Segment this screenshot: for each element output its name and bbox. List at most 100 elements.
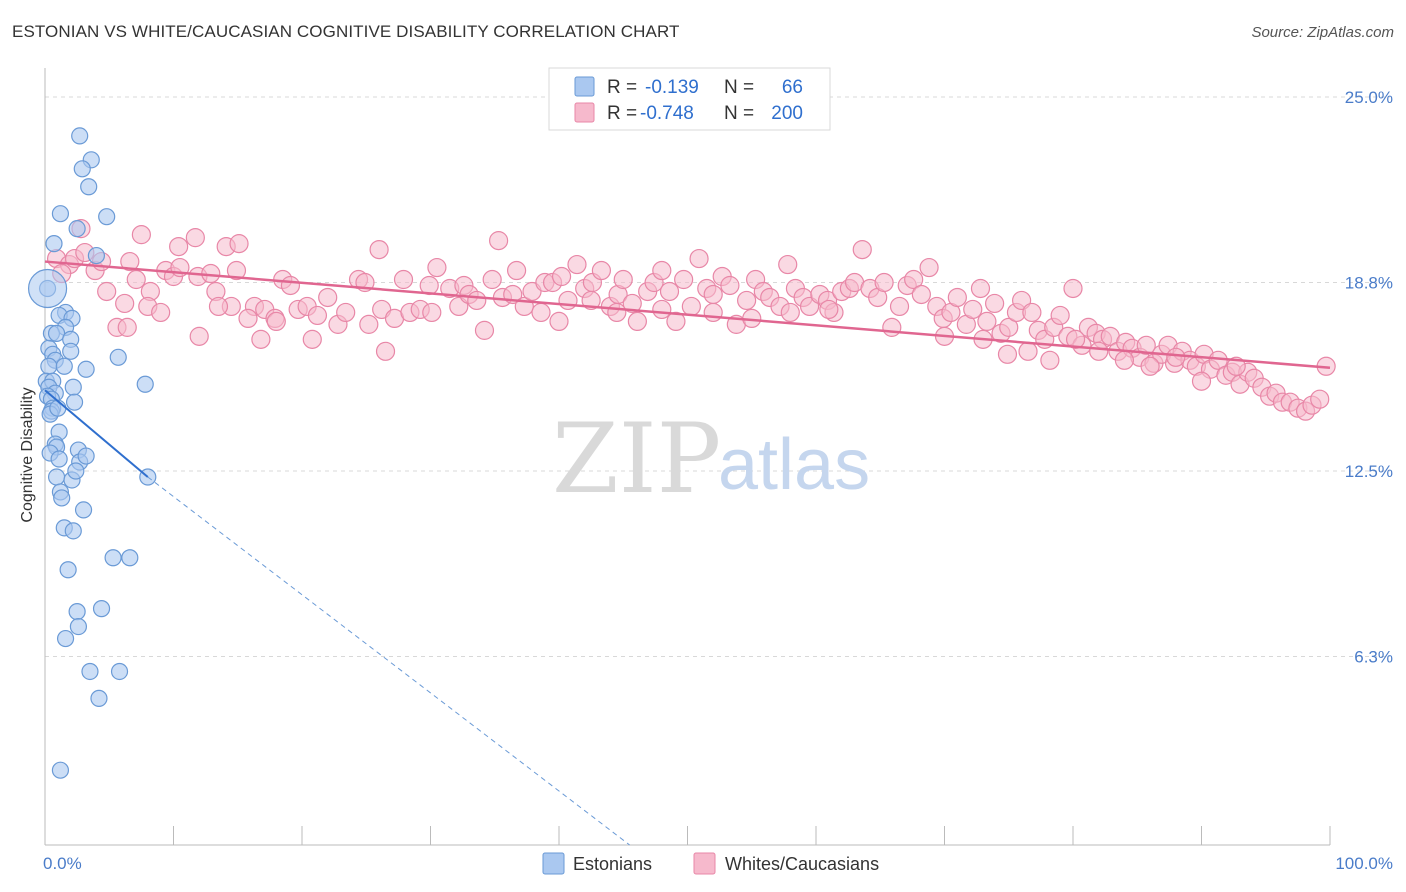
estonian-point [65,393,84,411]
white-point [819,299,839,320]
watermark-atlas: atlas [718,425,870,505]
white-point [369,239,389,260]
white-point [422,302,442,323]
white-point [666,311,686,331]
white-point [607,302,627,323]
y-tick-label-3: 25.0% [1345,88,1393,107]
white-point [1166,347,1186,367]
white-point [970,278,991,299]
estonian-point [80,178,98,196]
white-point [302,329,322,349]
white-point [229,234,249,254]
legend-swatch-whites [574,102,595,123]
white-point [1140,356,1160,376]
estonian-point [77,447,95,465]
x-tick-label-0: 0.0% [43,854,82,873]
white-point [307,305,328,326]
y-tick-labels: 6.3% 12.5% 18.8% 25.0% [1345,88,1393,667]
white-point [489,231,509,251]
estonian-point [53,489,71,507]
white-point [1065,329,1086,349]
legend-box [548,67,831,131]
estonian-point [136,375,154,393]
white-point [131,225,151,245]
estonian-point-large [27,268,68,309]
white-point [266,311,286,331]
y-tick-label-1: 12.5% [1345,462,1393,481]
white-point [689,248,709,269]
white-point [359,314,379,334]
estonian-point [69,617,88,636]
white-point [238,308,258,329]
white-point [1040,350,1060,370]
white-point [882,317,902,337]
estonian-trend-extension [147,476,630,846]
white-point [126,269,146,290]
legend-r-label-whites: R = [607,103,637,124]
estonian-point [40,357,58,375]
white-point [674,269,694,290]
bottom-legend-swatch-whites [693,852,716,875]
correlation-legend: R = -0.139 N = 66 R = -0.748 N = 200 [548,67,831,131]
white-point [947,287,967,308]
white-point [1050,305,1070,326]
estonian-point [74,501,93,519]
estonian-point [81,662,99,681]
estonian-points [27,127,157,779]
white-point [581,290,601,311]
bottom-legend-swatch-estonians [542,852,565,875]
white-point [652,260,672,281]
white-point [985,293,1005,314]
estonian-point [64,522,82,540]
white-point [474,320,495,340]
white-point [622,293,642,314]
white-point [558,290,578,311]
white-point [780,302,800,323]
grid-lines [45,96,1390,658]
estonian-point [55,357,73,375]
white-point [1310,389,1330,409]
estonian-point [98,208,116,226]
white-point [549,311,569,331]
white-point [904,269,924,290]
white-point [1136,335,1156,355]
white-point [336,302,356,323]
white-point [151,302,171,323]
white-point [318,287,338,308]
series-legend: Estonians Whites/Caucasians [542,852,879,875]
white-point [280,275,301,296]
white-point [627,311,647,331]
white-point [703,302,723,323]
white-point [506,260,527,281]
y-tick-label-0: 6.3% [1354,648,1393,667]
estonian-point [64,378,82,396]
trend-lines [44,260,1331,846]
estonian-point [45,235,63,253]
white-point [874,272,894,293]
white-point [117,317,137,337]
estonian-point [92,600,111,618]
white-point [659,281,680,302]
white-point [97,281,117,302]
estonian-point [67,462,85,480]
estonian-point [49,399,67,417]
estonian-point [87,246,106,265]
chart-source: Source: ZipAtlas.com [1251,24,1394,41]
white-point [1089,341,1109,361]
white-point [1018,341,1038,361]
white-point [226,260,247,281]
white-point [997,344,1018,364]
chart-title: ESTONIAN VS WHITE/CAUCASIAN COGNITIVE DI… [12,22,680,41]
white-point [567,254,587,275]
estonian-point [104,549,122,567]
white-point [467,290,487,311]
white-point [889,296,910,317]
estonian-point [47,468,66,486]
white-caucasian-points [46,219,1336,421]
estonian-point [59,561,77,579]
white-point [919,257,939,278]
estonian-point [51,761,70,779]
white-point [375,341,396,361]
white-point [189,326,209,346]
